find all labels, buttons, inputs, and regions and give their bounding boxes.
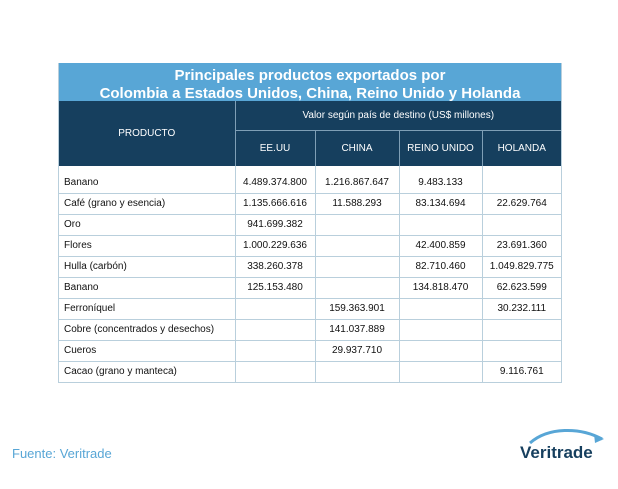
value-cell: 1.135.666.616 [235,193,316,215]
value-cell: 159.363.901 [315,298,400,320]
value-cell: 83.134.694 [399,193,483,215]
value-cell: 1.216.867.647 [315,173,400,194]
table-row: Banano 125.153.480 134.818.470 62.623.599 [59,277,562,299]
value-cell: 141.037.889 [315,319,400,341]
table-row: Café (grano y esencia) 1.135.666.616 11.58… [59,193,562,215]
country-header-usa: EE.UU [235,130,316,166]
product-cell: Oro [59,214,236,236]
value-cell: 9.116.761 [499,366,544,377]
product-column-header: PRODUCTO [59,101,236,166]
value-cell [315,361,400,382]
value-cell: 23.691.360 [482,235,562,257]
value-cell [399,361,483,382]
value-cell [399,340,483,362]
table-row: Banano 4.489.374.800 1.216.867.647 9.483.13… [59,173,562,194]
country-header-netherlands: HOLANDA [482,130,562,166]
value-cell [399,214,483,236]
value-cell: 134.818.470 [399,277,483,299]
value-cell: 82.710.460 [399,256,483,278]
product-cell: Cobre (concentrados y desechos) [59,319,236,341]
value-cell [315,256,400,278]
value-cell [399,298,483,320]
table-row: Cobre (concentrados y desechos) 141.037.8… [59,319,562,341]
value-cell: 62.623.599 [482,277,562,299]
value-cell [482,214,562,236]
product-cell: Flores [59,235,236,257]
country-header-china: CHINA [315,130,400,166]
value-cell [399,319,483,341]
value-cell: 125.153.480 [235,277,316,299]
value-cell: 42.400.859 [399,235,483,257]
country-header-uk: REINO UNIDO [399,130,483,166]
value-cell [482,319,562,341]
swoosh-icon [529,429,604,445]
value-cell [315,214,400,236]
product-cell: Banano [59,277,236,299]
table-row: Cacao (grano y manteca) 9.116.761 [59,361,561,382]
title-line-2: Colombia a Estados Unidos, China, Reino … [99,85,521,102]
title-line-1: Principales productos exportados por [174,67,446,84]
value-cell [235,319,316,341]
table-row: Oro 941.699.382 [59,214,562,236]
export-table-card: Principales productos exportados por Col… [58,63,562,383]
value-cell: 1.049.829.775 [482,256,562,278]
value-cell: 1.000.229.636 [235,235,316,257]
table-row: Ferroníquel 159.363.901 30.232.111 [59,298,562,320]
product-cell: Café (grano y esencia) [59,193,236,215]
source-note: Fuente: Veritrade [12,446,112,461]
value-cell [315,235,400,257]
value-cell: 30.232.111 [482,298,562,320]
value-cell: 338.260.378 [235,256,316,278]
product-cell: Banano [59,173,236,194]
value-group-header: Valor según país de destino (US$ millone… [235,101,562,131]
value-cell [235,340,316,362]
value-cell [482,173,562,194]
table-row: Hulla (carbón) 338.260.378 82.710.460 1.049… [59,256,562,278]
table-row: Flores 1.000.229.636 42.400.859 23.691.360 [59,235,562,257]
veritrade-logo: Veritrade [520,443,593,462]
value-cell [482,340,562,362]
value-cell: 9.483.133 [399,173,483,194]
product-cell: Cacao (grano y manteca) [59,361,236,382]
product-cell: Cueros [59,340,236,362]
table-row: Cueros 29.937.710 [59,340,562,362]
exports-table: PRODUCTO Valor según país de destino (US… [59,101,562,382]
product-cell: Hulla (carbón) [59,256,236,278]
value-cell: 4.489.374.800 [235,173,316,194]
product-cell: Ferroníquel [59,298,236,320]
value-cell: 22.629.764 [482,193,562,215]
value-cell: 941.699.382 [235,214,316,236]
table-title: Principales productos exportados por Col… [59,63,561,102]
value-cell [315,277,400,299]
table-body: Banano 4.489.374.800 1.216.867.647 9.483.13… [59,166,562,382]
value-cell [235,298,316,320]
value-cell [235,361,316,382]
value-cell: 29.937.710 [315,340,400,362]
value-cell: 11.588.293 [315,193,400,215]
